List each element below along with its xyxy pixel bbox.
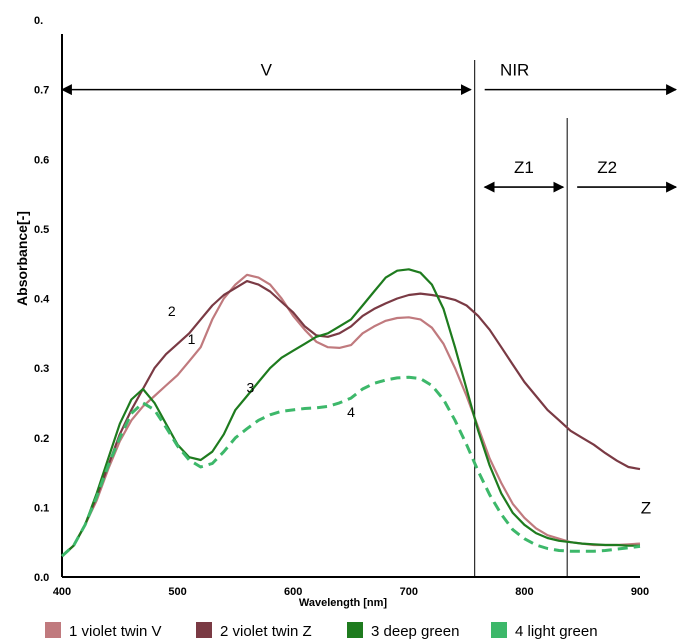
y-tick-label: 0.6 — [34, 154, 49, 166]
x-tick-label: 900 — [631, 586, 649, 598]
y-tick-label: 0.5 — [34, 224, 49, 236]
curve-label-1: 1 — [188, 331, 196, 347]
series-line-1 — [61, 273, 641, 557]
x-tick-label: 600 — [284, 586, 302, 598]
y-tick-label: 0.3 — [34, 363, 49, 375]
series-line-3 — [61, 268, 640, 557]
series-line-4 — [60, 375, 641, 558]
region-label-z2: Z2 — [597, 158, 617, 177]
y-axis-title: Absorbance[-] — [14, 211, 30, 306]
curve-label-4: 4 — [347, 404, 355, 420]
x-axis-title: Wavelength [nm] — [299, 597, 388, 609]
annotation-z: Z — [641, 498, 651, 517]
legend-swatch-4 — [491, 622, 507, 638]
x-tick-label: 800 — [515, 586, 533, 598]
region-label-v: V — [261, 61, 273, 80]
curve-label-2: 2 — [168, 303, 176, 319]
x-tick-label: 700 — [400, 586, 418, 598]
y-tick-label: 0.4 — [34, 294, 50, 306]
region-label-z1: Z1 — [514, 158, 534, 177]
x-tick-label: 500 — [168, 586, 186, 598]
legend-swatch-1 — [45, 622, 61, 638]
y-tick-label: 0.2 — [34, 433, 49, 445]
y-tick-label: 0. — [34, 15, 43, 27]
series-line-2 — [61, 280, 641, 557]
legend-label-4: 4 light green — [515, 623, 598, 640]
region-label-nir: NIR — [500, 61, 529, 80]
y-tick-label: 0.7 — [34, 85, 49, 97]
y-tick-label: 0.0 — [34, 572, 49, 584]
legend-label-2: 2 violet twin Z — [220, 623, 312, 640]
curve-label-3: 3 — [247, 379, 255, 395]
legend-swatch-2 — [196, 622, 212, 638]
legend-swatch-3 — [347, 622, 363, 638]
x-tick-label: 400 — [53, 586, 71, 598]
y-tick-label: 0.1 — [34, 502, 49, 514]
legend-label-3: 3 deep green — [371, 623, 459, 640]
legend-label-1: 1 violet twin V — [69, 623, 162, 640]
